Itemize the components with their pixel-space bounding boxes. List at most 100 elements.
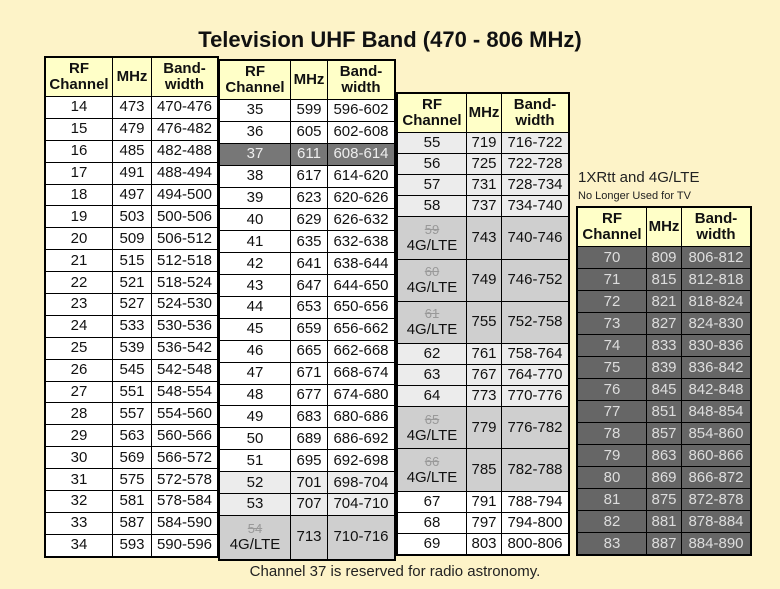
channel-row: 80 869 866-872 [576,466,752,489]
channel-row: 30 569 566-572 [44,446,219,470]
channel-row: 25 539 536-542 [44,336,219,360]
band-cell: 584-590 [151,511,219,535]
mhz-cell: 671 [290,361,328,385]
channel-cell: 20 [44,227,113,251]
footer: Channel 37 is reserved for radio astrono… [249,563,541,580]
channel-cell: 35 [218,99,291,122]
band-cell: 524-530 [151,293,219,316]
channel-cell: 83 [576,532,647,556]
column-header: MHz [290,59,328,100]
band-cell: 836-842 [681,356,752,379]
channel-row: 55 719 716-722 [396,131,570,155]
channel-table: RF Channel MHz Band-width 55 719 716-722 56 725… [396,92,570,556]
band-cell: 626-632 [327,208,396,232]
channel-cell: 42 [218,252,291,276]
mhz-cell: 497 [112,183,152,207]
channel-cell: 33 [44,511,113,535]
mhz-cell: 731 [466,174,502,197]
channel-row: 77 851 848-854 [576,400,752,423]
channel-cell: 30 [44,446,113,470]
band-cell: 500-506 [151,205,219,229]
channel-row: 62 761 758-764 [396,342,570,366]
channel-row: 26 545 542-548 [44,358,219,382]
channel-row: 70 809 806-812 [576,246,752,269]
band-cell: 704-710 [327,493,396,516]
mhz-cell: 743 [466,216,502,260]
subcaption: No Longer Used for TV [578,190,691,202]
mhz-cell: 653 [290,296,328,319]
channel-cell: 82 [576,510,647,533]
channel-cell: 47 [218,361,291,385]
channel-row: 65 4G/LTE 779 776-782 [396,406,570,450]
channel-number: 60 [424,264,440,280]
mhz-cell: 563 [112,424,152,448]
channel-number: 59 [424,221,440,237]
channel-cell: 73 [576,312,647,335]
band-cell: 878-884 [681,510,752,533]
band-cell: 794-800 [501,511,570,534]
channel-cell: 41 [218,230,291,254]
mhz-cell: 839 [646,356,682,379]
header-row: RF Channel MHz Band-width [218,59,396,100]
channel-cell: 29 [44,424,113,448]
band-cell: 866-872 [681,466,752,489]
mhz-cell: 629 [290,208,328,232]
channel-cell: 27 [44,380,113,404]
band-cell: 632-638 [327,230,396,254]
column-header: RF Channel [396,92,467,133]
mhz-cell: 605 [290,120,328,144]
channel-cell: 76 [576,378,647,401]
mhz-cell: 473 [112,96,152,119]
channel-number: 54 [247,521,263,537]
mhz-cell: 809 [646,246,682,269]
band-cell: 566-572 [151,446,219,470]
mhz-cell: 503 [112,205,152,229]
channel-row: 46 665 662-668 [218,339,396,363]
channel-row: 33 587 584-590 [44,511,219,535]
band-cell: 830-836 [681,334,752,357]
channel-cell: 36 [218,120,291,144]
band-cell: 644-650 [327,274,396,298]
mhz-cell: 791 [466,490,502,513]
mhz-cell: 881 [646,510,682,533]
channel-cell: 45 [218,317,291,341]
channel-cell: 80 [576,466,647,489]
channel-row: 59 4G/LTE 743 740-746 [396,216,570,260]
mhz-cell: 707 [290,493,328,516]
channel-row: 18 497 494-500 [44,183,219,207]
mhz-cell: 581 [112,490,152,513]
mhz-cell: 833 [646,334,682,357]
channel-cell: 26 [44,358,113,382]
channel-row: 43 647 644-650 [218,274,396,298]
channel-row: 39 623 620-626 [218,186,396,210]
channel-row: 42 641 638-644 [218,252,396,276]
channel-row: 14 473 470-476 [44,96,219,119]
channel-row: 74 833 830-836 [576,334,752,357]
band-cell: 884-890 [681,532,752,556]
mhz-cell: 869 [646,466,682,489]
channel-number: 66 [424,454,440,469]
band-cell: 506-512 [151,227,219,251]
band-cell: 470-476 [151,96,219,119]
channel-row: 78 857 854-860 [576,422,752,445]
mhz-cell: 623 [290,186,328,210]
channel-row: 35 599 596-602 [218,99,396,122]
mhz-cell: 821 [646,290,682,313]
channel-row: 50 689 686-692 [218,427,396,451]
band-cell: 818-824 [681,290,752,313]
band-cell: 758-764 [501,342,570,366]
channel-row: 28 557 554-560 [44,402,219,426]
mhz-cell: 569 [112,446,152,470]
mhz-cell: 851 [646,400,682,423]
band-cell: 782-788 [501,448,570,492]
channel-cell: 40 [218,208,291,232]
channel-row: 34 593 590-596 [44,533,219,558]
channel-row: 24 533 530-536 [44,314,219,338]
channel-row: 64 773 770-776 [396,385,570,408]
band-cell: 722-728 [501,153,570,176]
caption: 1XRtt and 4G/LTE [578,169,700,186]
channel-row: 68 797 794-800 [396,511,570,534]
band-cell: 650-656 [327,296,396,319]
band-cell: 740-746 [501,216,570,260]
mhz-cell: 683 [290,405,328,429]
